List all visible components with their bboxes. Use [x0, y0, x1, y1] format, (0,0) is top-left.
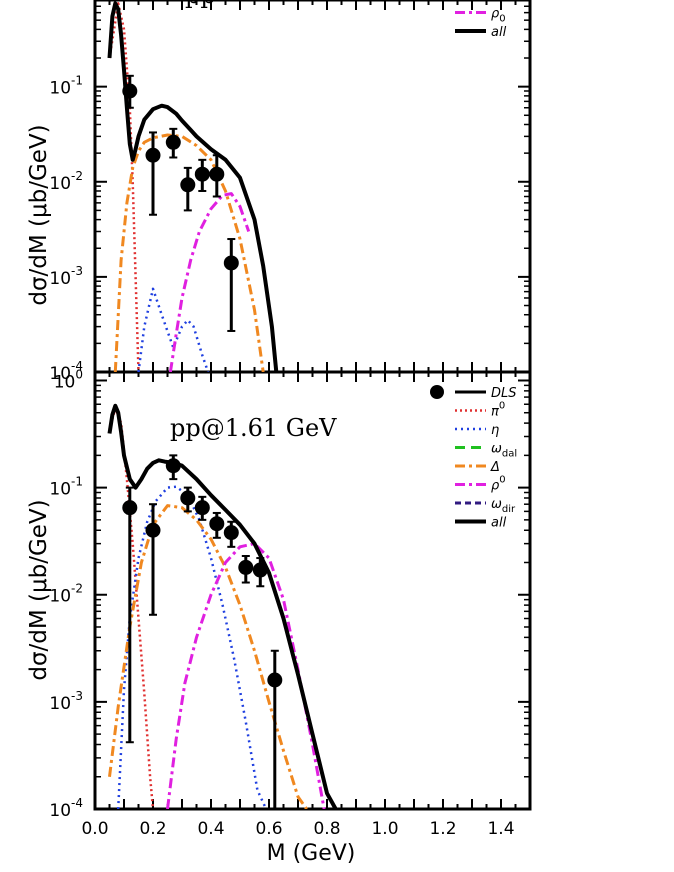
- top-dls-point: [209, 166, 225, 182]
- top-dls-point: [145, 147, 161, 163]
- svg-text:all: all: [491, 25, 507, 40]
- top-legend-item: ρ0: [455, 7, 506, 25]
- top-legend-item: all: [455, 25, 507, 40]
- axes: 10010-110-210-310-410010-110-210-310-40.…: [49, 0, 532, 839]
- legend: Δρ0allDLSπ0ηωdalΔρ0ωdirall: [430, 0, 517, 531]
- svg-text:DLS: DLS: [491, 386, 517, 401]
- svg-text:ρ0: ρ0: [491, 475, 506, 494]
- x-tick-label: 0.6: [255, 819, 282, 839]
- bottom-legend-item: DLS: [430, 385, 517, 401]
- bottom-legend-item: π0: [455, 401, 505, 420]
- bottom-dls-point: [165, 458, 181, 474]
- svg-text:all: all: [491, 516, 507, 531]
- top-dls-point: [180, 177, 196, 193]
- svg-text:ρ0: ρ0: [491, 7, 506, 25]
- x-tick-label: 0.0: [81, 819, 108, 839]
- bottom-legend-item: Δ: [455, 460, 500, 475]
- x-tick-label: 1.2: [429, 819, 456, 839]
- bottom-dls-point: [122, 500, 138, 516]
- bottom-dls-point: [252, 562, 268, 578]
- bottom-dls-point: [194, 500, 210, 516]
- svg-text:π0: π0: [491, 401, 505, 420]
- bottom-legend-item: ωdir: [455, 497, 516, 515]
- top-series-all: [107, 1, 279, 372]
- bottom-series-Δ: [108, 504, 308, 809]
- bottom-dls-point: [267, 672, 283, 688]
- bottom-legend-item: ρ0: [455, 475, 506, 494]
- bottom-y-tick-label: 10-3: [49, 689, 83, 714]
- top-legend-item: Δ: [490, 0, 500, 3]
- x-tick-label: 0.4: [197, 819, 224, 839]
- bottom-series-η: [116, 485, 268, 809]
- top-y-tick-label: 10-3: [49, 264, 83, 289]
- bottom-legend-item: ωdal: [455, 442, 517, 460]
- bottom-dls-point: [223, 525, 239, 541]
- x-tick-label: 1.4: [487, 819, 514, 839]
- bottom-panel-series: [107, 403, 338, 809]
- svg-text:Δ: Δ: [490, 0, 500, 3]
- data-points: [122, 74, 283, 810]
- x-tick-label: 1.0: [371, 819, 398, 839]
- bottom-dls-point: [209, 516, 225, 532]
- top-series-η: [137, 287, 210, 372]
- top-panel-frame: [93, 0, 532, 374]
- bottom-dls-point: [145, 522, 161, 538]
- bottom-dls-point: [180, 490, 196, 506]
- bottom-panel-title: pp@1.61 GeV: [170, 414, 337, 442]
- bottom-y-tick-label: 10-1: [49, 475, 83, 500]
- bottom-y-axis-label: dσ/dM (μb/GeV): [26, 499, 52, 680]
- top-dls-point: [194, 166, 210, 182]
- svg-text:Δ: Δ: [490, 460, 500, 475]
- top-y-tick-label: 10-4: [49, 359, 83, 384]
- top-panel-title: pp: [185, 0, 216, 9]
- top-y-tick-label: 10-1: [49, 74, 83, 99]
- top-y-axis-label: dσ/dM (μb/GeV): [26, 124, 52, 305]
- x-tick-label: 0.2: [139, 819, 166, 839]
- bottom-y-tick-label: 10-4: [49, 796, 83, 821]
- svg-text:ωdal: ωdal: [491, 442, 517, 460]
- bottom-dls-point: [238, 559, 254, 575]
- svg-text:η: η: [491, 423, 499, 438]
- bottom-series-all: [107, 403, 338, 809]
- svg-text:ωdir: ωdir: [491, 497, 516, 515]
- bottom-y-tick-label: 10-2: [49, 582, 83, 607]
- x-axis-label: M (GeV): [267, 841, 356, 866]
- top-y-tick-label: 10-2: [49, 169, 83, 194]
- top-dls-point: [122, 83, 138, 99]
- bottom-y-tick-label: 100: [54, 367, 83, 392]
- top-dls-point: [223, 255, 239, 271]
- bottom-legend-item: all: [455, 516, 507, 531]
- top-series-ρ0: [168, 192, 251, 372]
- top-dls-point: [165, 134, 181, 150]
- top-series-Δ: [113, 133, 265, 372]
- x-tick-label: 0.8: [313, 819, 340, 839]
- bottom-legend-item: η: [455, 423, 499, 438]
- top-y-tick-label: 100: [54, 0, 83, 4]
